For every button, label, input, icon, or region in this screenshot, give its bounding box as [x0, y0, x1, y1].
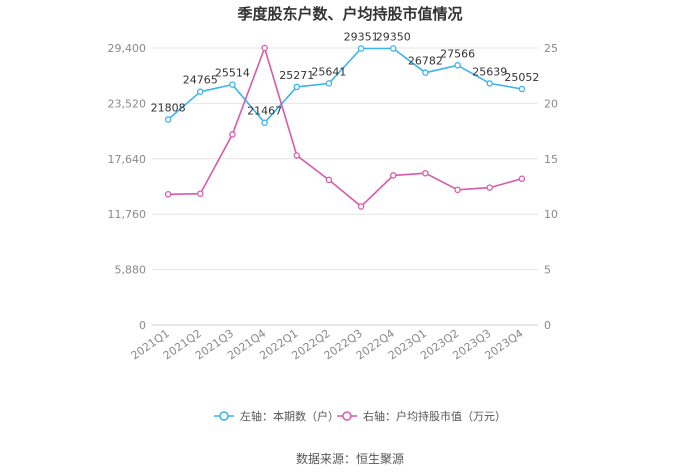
- legend-marker: [219, 411, 229, 421]
- legend-label: 左轴：本期数（户）: [240, 409, 339, 423]
- data-label: 26782: [408, 55, 443, 68]
- series-2-point: [196, 190, 204, 197]
- data-label: 29350: [376, 30, 411, 43]
- series-1-point: [454, 62, 461, 69]
- data-label: 21467: [247, 105, 282, 118]
- series-2-point: [261, 44, 268, 52]
- source-note: 数据来源：恒生聚源: [296, 451, 404, 466]
- series-1-point: [325, 80, 333, 87]
- series-1-point: [293, 83, 300, 91]
- left-tick-label: 5,880: [115, 264, 147, 277]
- left-tick-label: 29,400: [108, 42, 147, 55]
- right-tick-label: 10: [544, 208, 558, 221]
- series-line-1: [167, 47, 523, 124]
- data-label: 25641: [311, 65, 346, 78]
- series-2-point: [164, 191, 172, 198]
- series-1-point: [164, 116, 172, 123]
- data-label: 25639: [472, 65, 507, 78]
- series-line-2: [168, 45, 523, 208]
- series-2-point: [325, 176, 333, 184]
- series-2-point: [454, 186, 461, 194]
- data-label: 25514: [215, 67, 250, 80]
- data-label: 25052: [504, 71, 539, 84]
- left-tick-label: 17,640: [108, 153, 147, 166]
- left-axis-ticks: 0 5,880 11,760 17,640 23,520 29,400: [108, 42, 147, 332]
- series-1-point: [389, 45, 397, 52]
- series-1-point: [261, 119, 268, 126]
- legend-marker: [342, 411, 352, 421]
- series-1-point: [229, 81, 236, 88]
- series-1-point: [422, 69, 429, 76]
- legend-label: 右轴：户均持股市值（万元）: [363, 409, 506, 423]
- data-label: 21808: [151, 102, 186, 115]
- series-2-point: [518, 175, 526, 182]
- series-1-point: [357, 45, 365, 52]
- series-2-point: [357, 203, 365, 210]
- x-axis-ticks: 2021Q12021Q22021Q32021Q42022Q12022Q22022…: [129, 327, 526, 363]
- series-1-point: [518, 85, 526, 93]
- left-tick-label: 0: [139, 319, 146, 332]
- right-tick-label: 0: [544, 319, 551, 332]
- data-label: 24765: [183, 74, 218, 87]
- series-2-point: [229, 131, 236, 138]
- grid: [152, 47, 538, 326]
- series-2-point: [293, 152, 300, 159]
- left-tick-label: 23,520: [108, 97, 147, 110]
- series-1-point: [196, 88, 204, 95]
- right-tick-label: 25: [544, 42, 558, 55]
- right-tick-label: 15: [544, 153, 558, 166]
- left-tick-label: 11,760: [108, 208, 147, 221]
- series-1-point: [486, 80, 493, 87]
- right-axis-ticks: 0 5 10 15 20 25: [544, 42, 558, 332]
- series-2-point: [486, 184, 493, 191]
- right-tick-label: 20: [544, 97, 558, 110]
- chart-title: 季度股东户数、户均持股市值情况: [237, 5, 462, 23]
- series-2-point: [389, 172, 397, 179]
- right-tick-label: 5: [544, 264, 551, 277]
- data-label: 27566: [440, 47, 475, 60]
- data-label: 29351: [344, 30, 379, 43]
- data-label: 25271: [279, 69, 314, 82]
- series-2-point: [422, 169, 429, 177]
- legend: 左轴：本期数（户） 右轴：户均持股市值（万元）: [214, 409, 506, 423]
